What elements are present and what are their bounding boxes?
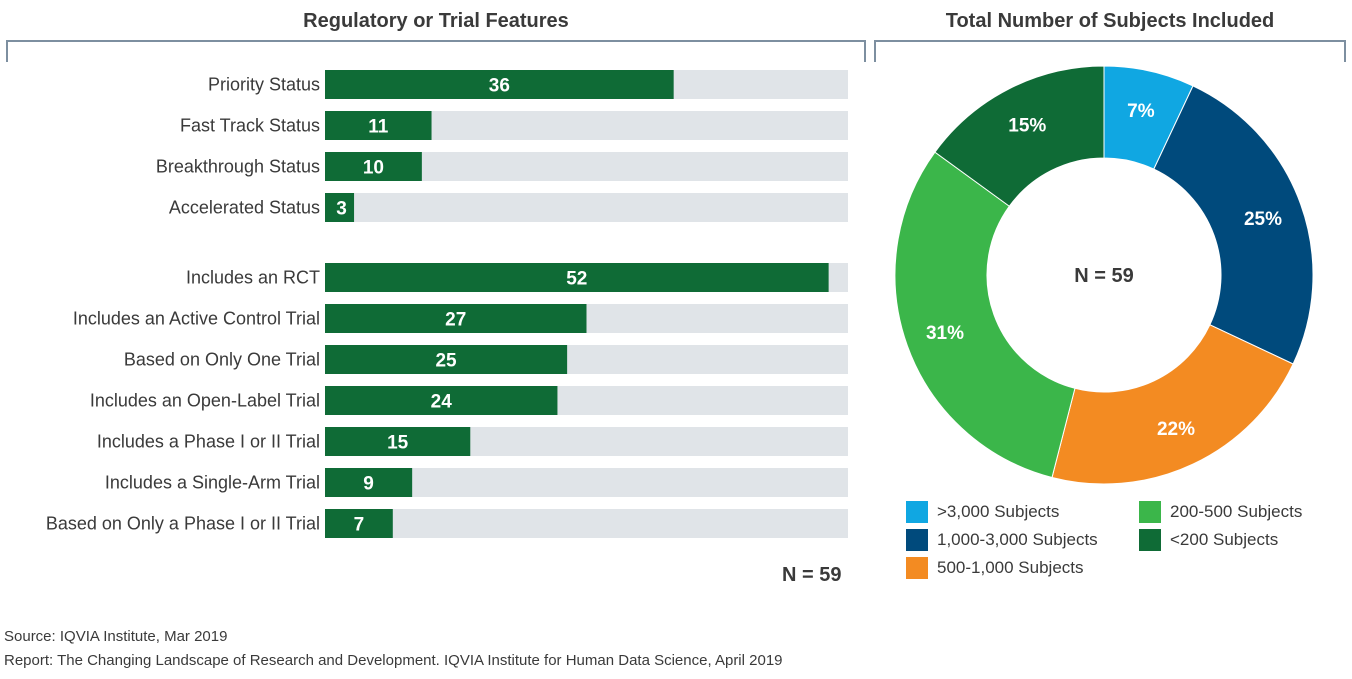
bar [325,509,393,538]
legend-swatch [1139,501,1161,523]
bar-chart-n-label: N = 59 [782,564,842,586]
bar [325,111,432,140]
legend-swatch [906,501,928,523]
bar-value-label: 10 [363,158,384,179]
category-label: Breakthrough Status [156,157,320,177]
bar-chart-title: Regulatory or Trial Features [303,10,569,32]
category-label: Includes an Open-Label Trial [90,391,320,411]
slice-value-label: 7% [1127,101,1155,122]
slice-value-label: 31% [926,323,964,344]
legend-item-1000-3000: 1,000-3,000 Subjects [906,529,1098,551]
bar-value-label: 52 [566,269,587,290]
legend-label: 500-1,000 Subjects [937,558,1084,577]
legend-swatch [1139,529,1161,551]
bar-value-label: 9 [363,474,374,495]
category-label: Includes a Phase I or II Trial [97,432,320,452]
donut-slice [1051,324,1294,485]
donut-center-label: N = 59 [1074,265,1133,287]
category-label: Accelerated Status [169,198,320,218]
bar-value-label: 25 [435,351,457,372]
bar-value-label: 11 [368,117,389,138]
legend-swatch [906,529,928,551]
bar-value-label: 36 [489,76,510,97]
category-label: Based on Only One Trial [124,350,320,370]
legend-swatch [906,557,928,579]
legend-item-200-500: 200-500 Subjects [1139,501,1302,523]
legend-item-under-200: <200 Subjects [1139,529,1278,551]
category-label: Based on Only a Phase I or II Trial [46,514,320,534]
bar-chart-bracket [6,40,866,62]
legend-item-500-1000: 500-1,000 Subjects [906,557,1084,579]
category-label: Priority Status [208,75,320,95]
bar-chart: Priority Status 36 Fast Track Status 11 Brea… [46,70,848,538]
legend-label: 1,000-3,000 Subjects [937,530,1098,549]
bar [325,468,413,497]
slice-value-label: 22% [1157,419,1195,440]
source-note: Source: IQVIA Institute, Mar 2019 [4,628,228,645]
legend-label: <200 Subjects [1170,530,1279,549]
slice-value-label: 25% [1244,209,1282,230]
category-label: Includes an Active Control Trial [73,309,320,329]
bar-value-label: 3 [336,199,347,220]
donut-slice [934,65,1105,207]
bar [325,193,355,222]
category-label: Includes a Single-Arm Trial [105,473,320,493]
legend-label: 200-500 Subjects [1170,502,1303,521]
bar [325,304,587,333]
donut-chart-bracket [874,40,1346,62]
bar [325,70,674,99]
bar [325,386,558,415]
donut-slice [894,151,1076,479]
bar-value-label: 7 [354,515,365,536]
donut-chart-title: Total Number of Subjects Included [945,10,1275,32]
bar-value-label: 24 [431,392,453,413]
donut-slice [1153,85,1314,365]
bar-value-label: 27 [445,310,466,331]
bar-track [325,193,848,222]
legend-item-over-3000: >3,000 Subjects [906,501,1059,523]
bar [325,263,829,292]
bar [325,345,568,374]
slice-value-label: 15% [1008,115,1046,136]
category-label: Fast Track Status [180,116,320,136]
report-note: Report: The Changing Landscape of Resear… [4,652,783,669]
bar-track [325,509,848,538]
legend-label: >3,000 Subjects [937,502,1060,521]
category-label: Includes an RCT [186,268,320,288]
bar [325,152,422,181]
donut-chart: 7% 25% 22% 31% 15% N = 59 [894,65,1314,485]
bar [325,427,471,456]
bar-value-label: 15 [387,433,409,454]
